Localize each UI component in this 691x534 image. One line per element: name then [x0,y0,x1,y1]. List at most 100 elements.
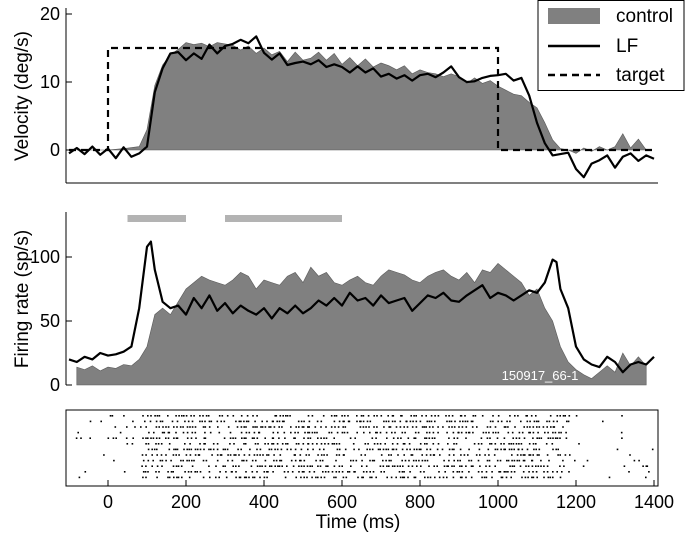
spike-dot [380,471,382,473]
spike-dot [335,443,338,445]
spike-dot [212,443,215,445]
spike-dot [376,443,379,445]
spike-dot [369,476,371,479]
spike-dot [552,437,554,439]
spike-dot [320,437,322,439]
spike-dot [529,431,531,434]
spike-dot [335,415,338,417]
spike-dot [527,476,529,479]
spike-dot [528,454,530,456]
spike-dot [263,471,266,473]
spike-dot [243,420,245,423]
spike-dot [485,431,487,434]
spike-dot [373,426,375,428]
spike-dot [526,448,529,451]
spike-dot [337,426,340,428]
spike-dot [567,420,570,423]
spike-dot [479,465,481,467]
spike-dot [412,420,414,423]
spike-dot [161,459,164,462]
spike-dot [433,465,435,467]
spike-dot [225,476,228,479]
spike-dot [468,459,470,462]
spike-dot [552,420,555,423]
spike-dot [367,415,370,417]
spike-dot [151,454,153,456]
spike-dot [173,448,175,451]
spike-dot [196,471,198,473]
spike-dot [259,465,261,467]
spike-dot [508,443,510,445]
spike-dot [187,420,190,423]
firing-rate-control-area [76,262,647,386]
spike-dot [273,454,275,456]
spike-dot [645,465,648,467]
spike-dot [294,448,297,451]
spike-dot [372,471,375,473]
spike-dot [489,437,491,439]
spike-dot [557,448,559,451]
spike-dot [238,454,240,456]
spike-dot [545,443,548,445]
spike-dot [245,426,247,428]
spike-dot [141,465,143,467]
spike-dot [290,448,292,451]
spike-dot [554,437,557,439]
spike-dot [518,431,521,434]
spike-dot [338,471,340,473]
spike-dot [442,426,444,428]
spike-dot [278,437,280,439]
spike-dot [455,443,458,445]
spike-dot [333,465,336,467]
spike-dot [184,471,186,473]
spike-dot [540,437,543,439]
spike-dot [430,420,433,423]
spike-dot [395,476,397,479]
spike-dot [448,426,450,428]
spike-dot [188,476,191,479]
spike-dot [323,454,325,456]
spike-dot [468,471,470,473]
spike-dot [229,437,232,439]
spike-dot [323,437,325,439]
spike-dot [365,426,367,428]
spike-dot [234,437,237,439]
spike-dot [302,443,305,445]
spike-dot [521,431,524,434]
spike-dot [316,431,318,434]
spike-dot [448,459,450,462]
spike-dot [519,465,522,467]
spike-dot [158,415,161,417]
spike-dot [490,443,493,445]
spike-dot [460,415,463,417]
spike-dot [414,431,417,434]
spike-dot [298,426,300,428]
spike-dot [306,465,309,467]
spike-dot [295,443,298,445]
spike-dot [477,443,480,445]
spike-dot [249,448,251,451]
spike-dot [478,448,481,451]
spike-dot [199,415,201,417]
spike-dot [432,443,435,445]
spike-dot [147,459,150,462]
spike-dot [379,465,382,467]
spike-dot [145,443,147,445]
spike-dot [155,437,158,439]
spike-dot [308,454,310,456]
spike-dot [209,476,211,479]
spike-dot [461,476,463,479]
spike-dot [500,443,502,445]
spike-dot [309,465,311,467]
spike-dot [112,437,115,439]
spike-dot [153,431,155,434]
spike-dot [568,415,571,417]
spike-dot [145,465,147,467]
spike-dot [161,420,164,423]
spike-dot [168,448,171,451]
spike-dot [239,476,242,479]
spike-dot [145,426,147,428]
spike-dot [574,459,576,462]
spike-dot [526,415,528,417]
spike-dot [203,437,206,439]
